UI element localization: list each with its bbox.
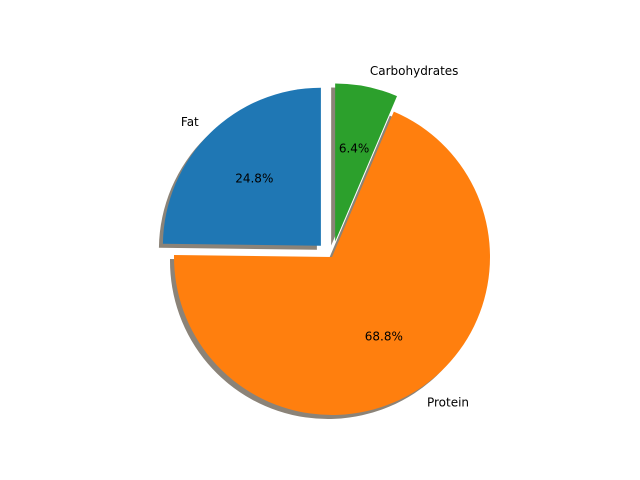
percent-label-fat: 24.8%	[235, 171, 273, 185]
pie-slice-fat	[162, 87, 321, 246]
slice-label-carbohydrates: Carbohydrates	[370, 64, 459, 78]
pie-slice-carbohydrates	[335, 83, 397, 242]
pie-slice-protein	[174, 111, 491, 416]
slice-layer	[162, 83, 491, 416]
percent-label-carbohydrates: 6.4%	[339, 142, 370, 156]
label-layer: 24.8% Fat 68.8% Protein 6.4% Carbohydrates	[181, 64, 469, 409]
slice-label-protein: Protein	[427, 396, 469, 410]
slice-label-fat: Fat	[181, 115, 199, 129]
percent-label-protein: 68.8%	[365, 329, 403, 343]
